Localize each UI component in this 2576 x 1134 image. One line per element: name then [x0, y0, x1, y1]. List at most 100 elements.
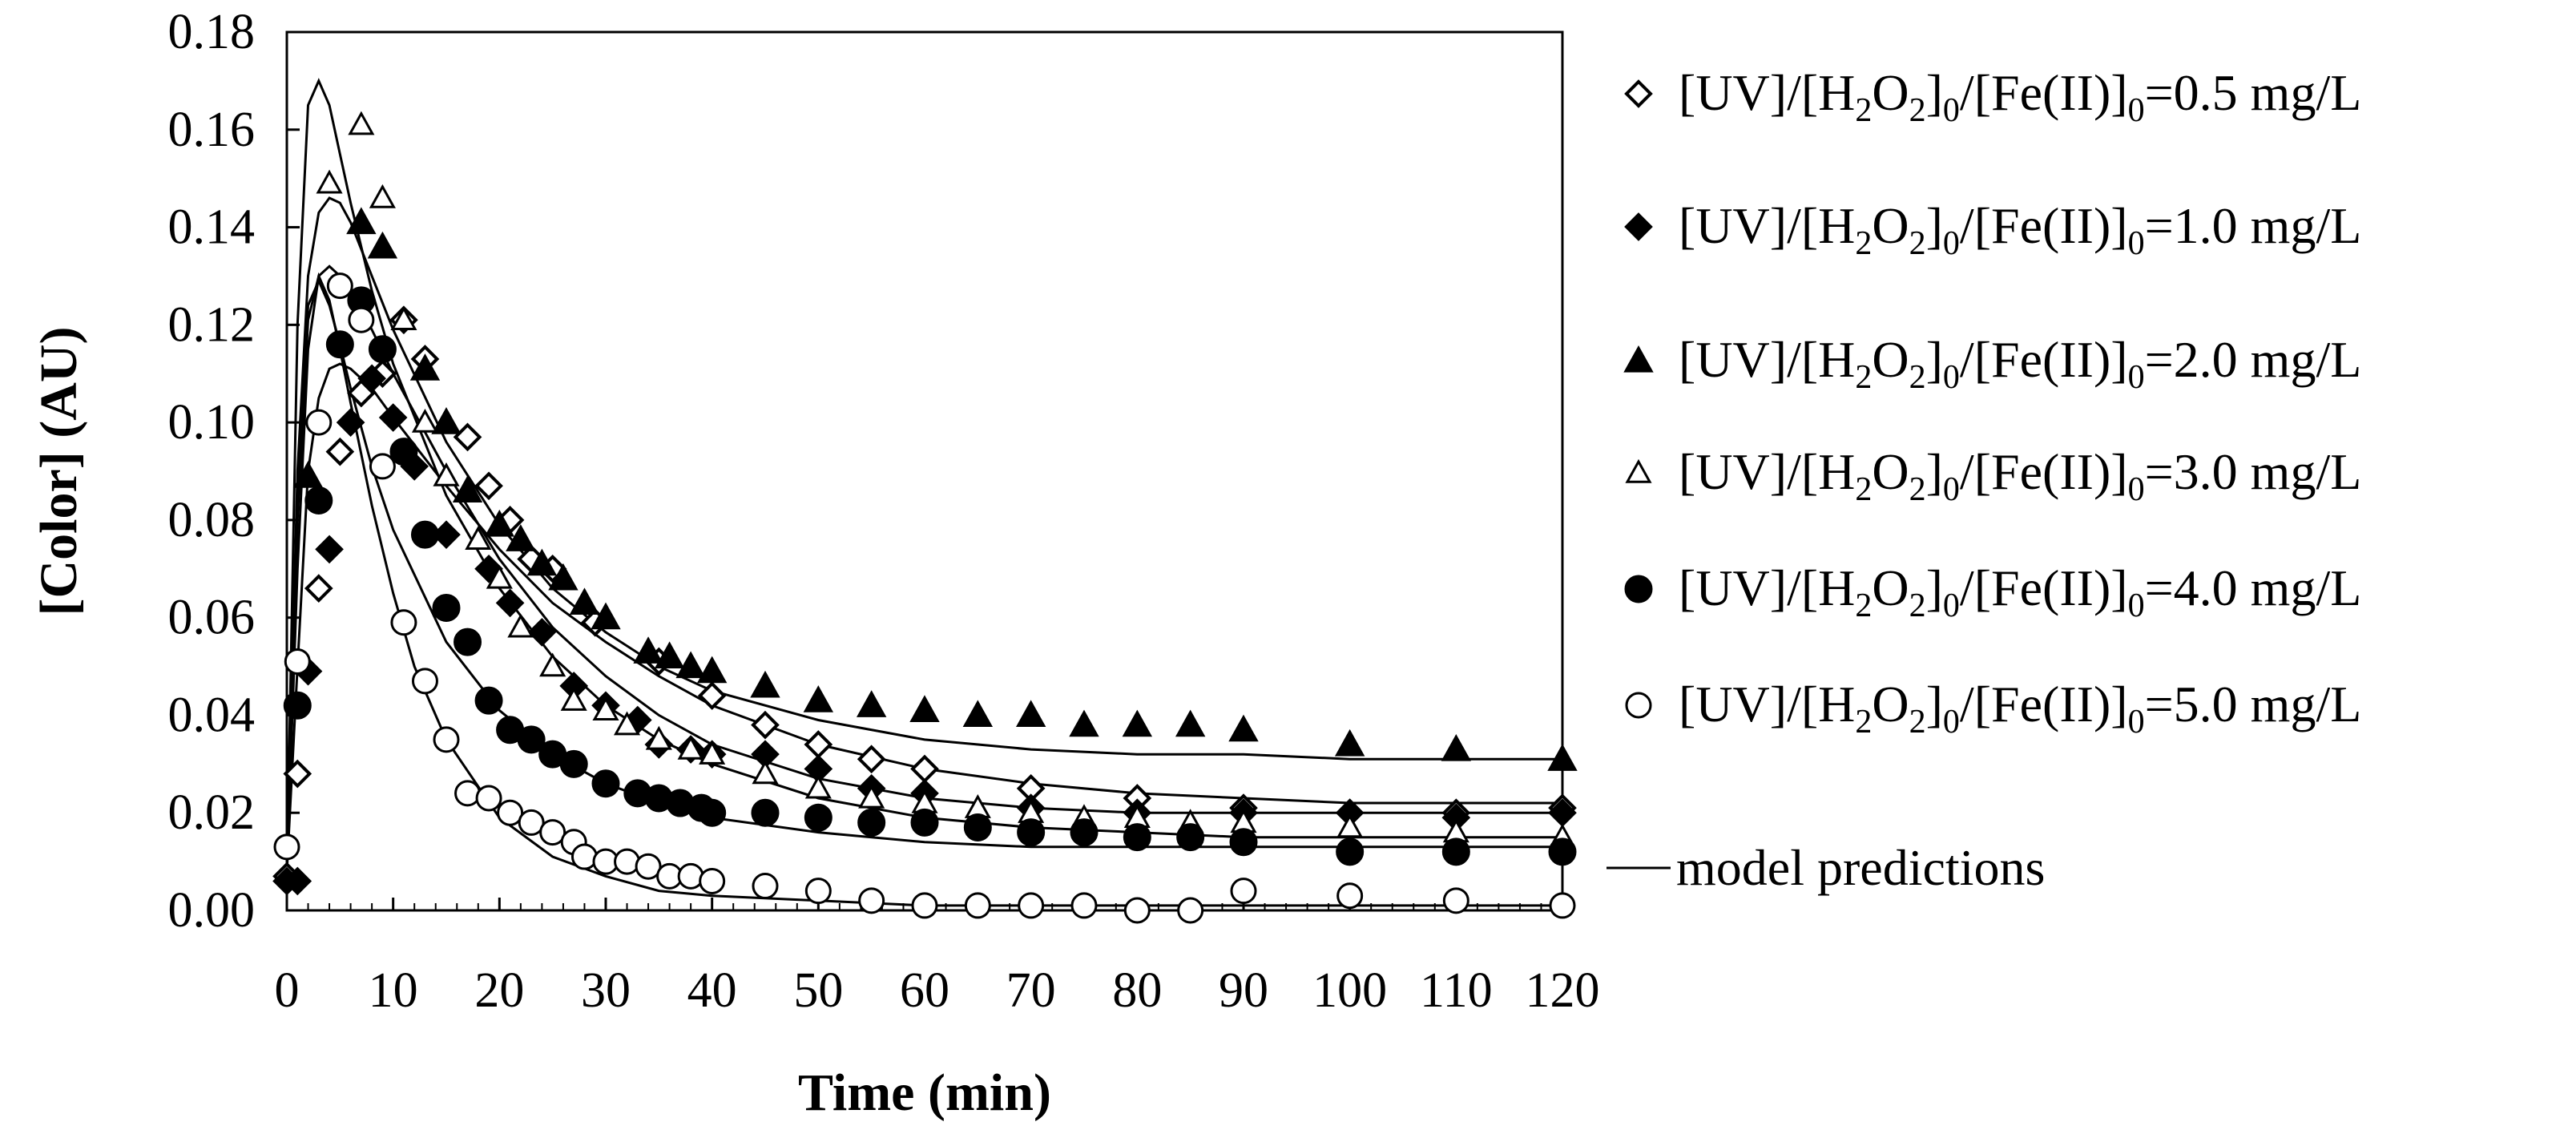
legend-entry-5: [UV]/[H2O2]0/[Fe(II)]0=4.0 mg/L	[1624, 559, 2361, 624]
legend-text-part: O	[1872, 197, 1909, 254]
data-point	[433, 726, 460, 753]
legend-label: [UV]/[H2O2]0/[Fe(II)]0=1.0 mg/L	[1679, 197, 2361, 262]
legend-subscript: 2	[1909, 225, 1926, 262]
data-point	[804, 878, 832, 905]
data-point	[315, 535, 344, 564]
data-point	[856, 690, 887, 717]
data-point	[367, 231, 398, 259]
y-tick-label: 0.10	[168, 395, 256, 450]
legend-text-part: ]	[1926, 64, 1943, 121]
data-point	[465, 526, 492, 550]
x-tick-label: 70	[1006, 963, 1056, 1018]
data-point	[752, 873, 779, 900]
data-point	[326, 272, 353, 300]
data-point	[284, 648, 311, 675]
legend-text-part: =2.0 mg/L	[2145, 331, 2362, 388]
data-point	[1070, 818, 1099, 847]
data-point	[645, 725, 672, 750]
legend-text-part: /[Fe(II)]	[1960, 331, 2128, 388]
y-tick-label: 0.04	[168, 688, 256, 742]
legend-subscript: 2	[1909, 471, 1926, 508]
markers	[272, 111, 1578, 924]
data-point	[292, 461, 324, 488]
data-point	[304, 574, 333, 603]
model-line-1	[285, 362, 1562, 872]
legend-text-part: =1.0 mg/L	[2145, 197, 2362, 254]
data-point	[1122, 709, 1153, 737]
legend-text-part: [UV]/[H	[1679, 64, 1855, 121]
data-point	[283, 759, 312, 789]
data-point	[857, 745, 886, 774]
legend-text-part: O	[1872, 443, 1909, 500]
x-tick-label: 60	[900, 963, 949, 1018]
data-point	[346, 207, 377, 235]
x-tick-label: 30	[581, 963, 631, 1018]
data-point	[1069, 709, 1099, 737]
legend-subscript: 0	[2128, 225, 2145, 262]
legend-subscript: 2	[1855, 225, 1872, 262]
legend-subscript: 0	[1943, 359, 1960, 396]
data-point	[454, 628, 482, 656]
legend-subscript: 0	[1943, 587, 1960, 624]
legend-text-part: /[Fe(II)]	[1960, 559, 2128, 616]
data-point	[804, 730, 833, 759]
data-point	[1336, 882, 1364, 910]
legend-text-part: ]	[1926, 676, 1943, 732]
data-point	[591, 602, 621, 630]
legend-entry-model: model predictions	[1606, 839, 2045, 896]
data-point	[1015, 700, 1046, 728]
legend-text-part: ]	[1926, 197, 1943, 254]
data-point	[910, 754, 939, 784]
data-point	[1176, 823, 1205, 852]
data-point	[677, 862, 704, 890]
data-point	[304, 486, 333, 515]
legend-entry-1: [UV]/[H2O2]0/[Fe(II)]0=0.5 mg/L	[1624, 64, 2361, 129]
data-point	[390, 306, 417, 330]
data-point	[751, 798, 780, 827]
data-point	[699, 741, 726, 765]
data-point	[506, 524, 536, 551]
data-point	[675, 651, 706, 679]
legend-text-part: =3.0 mg/L	[2145, 443, 2362, 500]
data-point	[1175, 709, 1206, 737]
model-line-2	[285, 264, 1562, 872]
data-point	[1017, 818, 1046, 847]
data-point	[325, 437, 355, 466]
legend-subscript: 2	[1855, 471, 1872, 508]
x-tick-label: 50	[793, 963, 843, 1018]
data-point	[432, 593, 461, 622]
y-tick-label: 0.16	[168, 103, 256, 157]
x-tick-label: 0	[275, 963, 300, 1018]
data-point	[591, 769, 620, 798]
legend-entry-4: [UV]/[H2O2]0/[Fe(II)]0=3.0 mg/L	[1625, 443, 2362, 508]
legend-text-part: [UV]/[H	[1679, 443, 1855, 500]
legend-text-part: O	[1872, 331, 1909, 388]
data-point	[750, 670, 780, 698]
data-point	[336, 408, 365, 437]
data-point	[1123, 897, 1151, 924]
data-point	[305, 409, 333, 436]
data-point	[453, 422, 482, 452]
data-point	[592, 696, 619, 721]
data-point	[411, 409, 439, 433]
legend-text-part: ]	[1926, 443, 1943, 500]
data-point	[1548, 837, 1577, 866]
data-point	[1549, 892, 1576, 919]
data-point	[526, 548, 558, 576]
legend-label: [UV]/[H2O2]0/[Fe(II)]0=5.0 mg/L	[1679, 676, 2361, 741]
data-point	[527, 618, 557, 647]
x-tick-label: 110	[1420, 963, 1493, 1018]
legend-text-part: [UV]/[H	[1679, 676, 1855, 732]
legend-text-part: [UV]/[H	[1679, 197, 1855, 254]
data-point	[273, 833, 300, 861]
data-point	[475, 785, 502, 812]
data-point	[909, 695, 940, 722]
data-point	[804, 774, 832, 799]
legend-text-part: ]	[1926, 559, 1943, 616]
data-point	[911, 892, 938, 919]
legend-text-part: /[Fe(II)]	[1960, 443, 2128, 500]
data-point	[316, 169, 343, 194]
y-tick-label: 0.00	[168, 883, 256, 938]
data-point	[559, 749, 588, 778]
data-point	[486, 564, 513, 589]
